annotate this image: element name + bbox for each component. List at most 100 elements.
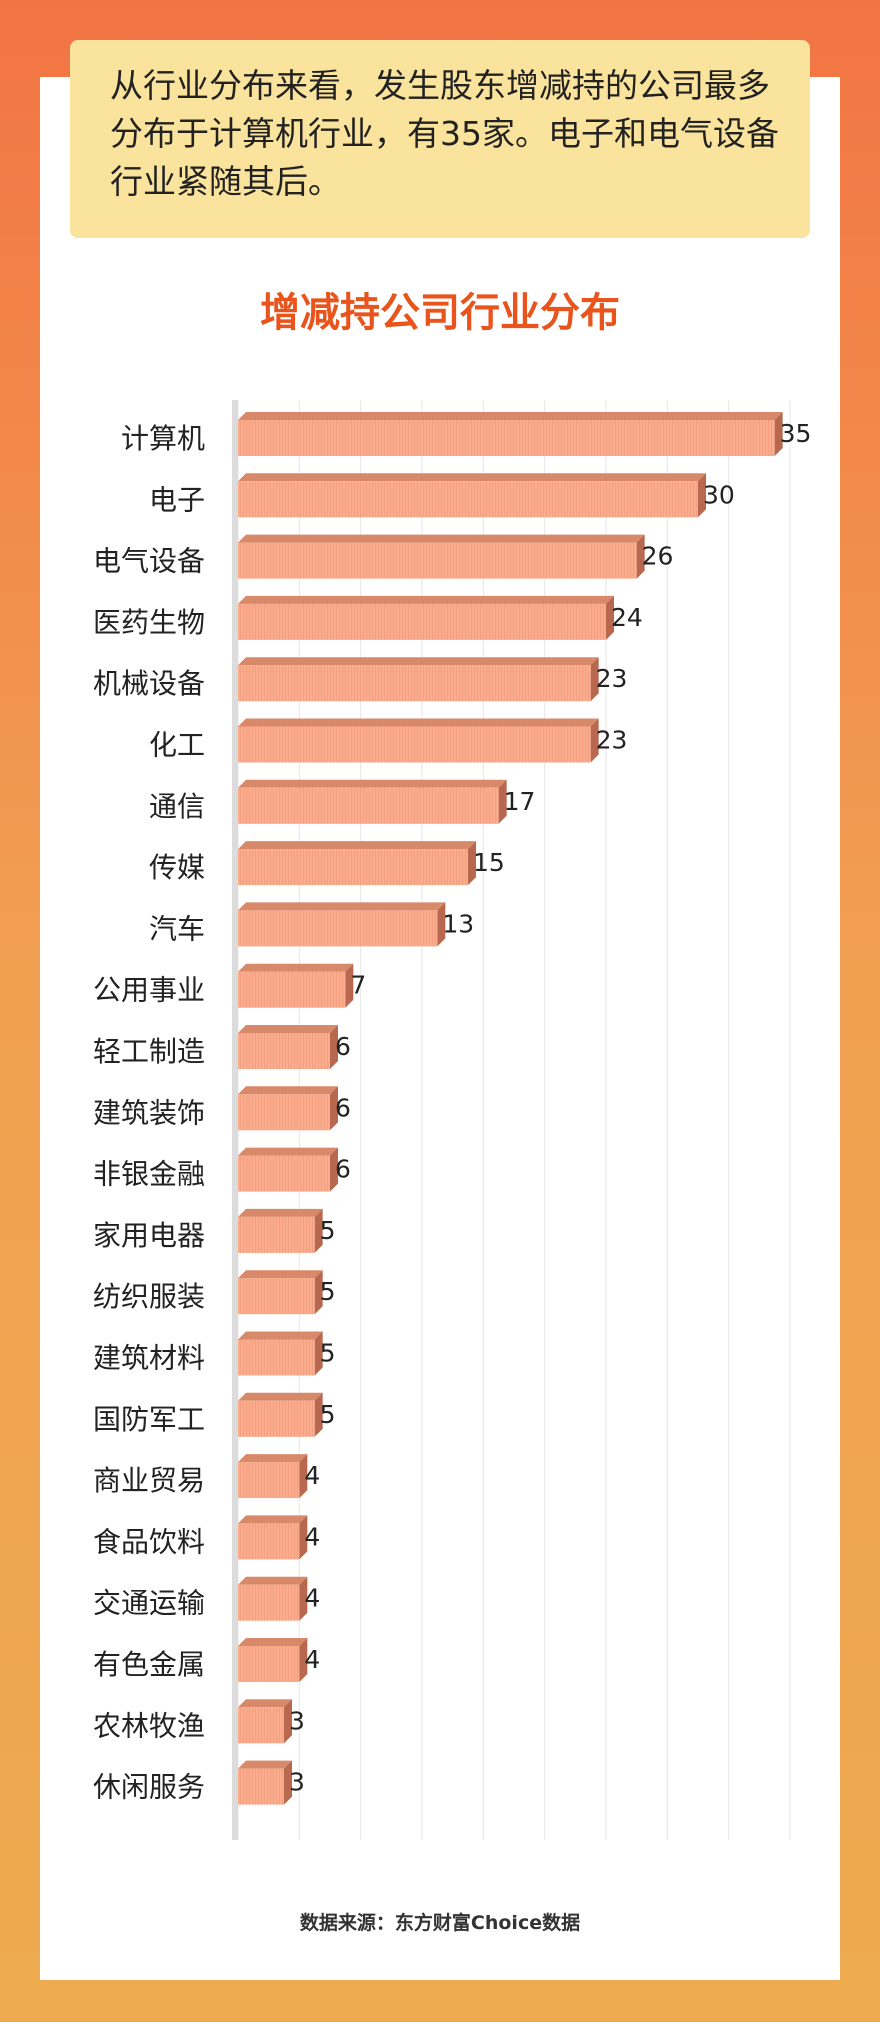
bar-side [284,1699,292,1744]
bar-side [314,1392,323,1437]
bar [238,849,468,886]
chart-wall [232,400,238,1840]
bar-top [238,902,446,911]
bar [238,1646,300,1682]
value-label: 3 [289,1768,305,1797]
bar [238,665,591,702]
bar-top [238,1454,308,1463]
value-label: 15 [473,848,505,877]
value-label: 4 [304,1584,320,1613]
bar-top [238,1086,338,1095]
bar-side [437,902,446,947]
value-label: 7 [350,971,366,1000]
value-label: 4 [304,1645,320,1674]
bar-top [238,718,599,727]
bar [238,1707,284,1744]
value-label: 5 [320,1400,336,1429]
category-label: 农林牧渔 [93,1709,205,1742]
bar [238,1523,300,1560]
bar [238,1216,315,1253]
value-label: 5 [320,1216,336,1245]
category-label: 商业贸易 [93,1464,205,1497]
summary-text: 从行业分布来看，发生股东增减持的公司最多分布于计算机行业，有35家。电子和电气设… [110,66,779,201]
bar [238,971,346,1008]
bar [238,1339,315,1376]
bar-side [498,779,507,824]
bar-top [238,1331,323,1340]
bar [238,1278,315,1315]
bar-top [238,1760,292,1769]
bar-side [314,1331,323,1376]
value-label: 5 [320,1277,336,1306]
bar-top [238,1576,308,1585]
value-label: 35 [780,419,812,448]
bar-side [590,718,599,763]
bar [238,910,438,947]
category-label: 休闲服务 [93,1771,205,1804]
bar-top [238,412,783,420]
bar [238,1584,300,1621]
bar [238,1094,330,1131]
bar-side [636,534,645,579]
category-label: 轻工制造 [93,1035,205,1068]
summary-note: 从行业分布来看，发生股东增减持的公司最多分布于计算机行业，有35家。电子和电气设… [70,40,810,238]
bar-side [299,1454,308,1499]
category-label: 通信 [149,790,205,823]
bar-top [238,1515,308,1524]
bar-top [238,1208,323,1217]
category-label: 家用电器 [93,1219,205,1252]
bar-top [238,841,476,850]
bar-top [238,473,706,482]
bar [238,1033,330,1069]
bar-side [299,1638,308,1682]
bar-side [468,841,476,886]
bar [238,787,499,824]
bar [238,542,637,579]
category-label: 建筑装饰 [93,1096,205,1129]
category-label: 医药生物 [93,606,205,639]
category-label: 机械设备 [93,667,205,700]
category-label: 纺织服装 [93,1280,205,1313]
bar-top [238,1699,292,1708]
bar [238,1768,284,1805]
bar-top [238,779,507,788]
category-label: 化工 [149,729,205,762]
value-label: 6 [335,1155,351,1184]
bar-side [314,1270,323,1315]
bar-side [330,1086,338,1131]
category-label: 有色金属 [93,1648,205,1681]
bar-top [238,1270,323,1279]
data-source: 数据来源：东方财富Choice数据 [299,1912,581,1934]
bar [238,420,775,456]
value-label: 6 [335,1032,351,1061]
value-label: 23 [596,664,628,693]
bar-side [698,473,706,518]
bar-top [238,963,354,972]
value-label: 30 [703,480,735,509]
bar-top [238,534,645,543]
value-label: 23 [596,726,628,755]
bar-top [238,657,599,666]
bar-side [590,657,599,702]
bar-side [299,1515,308,1560]
bar-side [330,1147,338,1192]
category-label: 电气设备 [93,545,205,578]
value-label: 13 [442,909,474,938]
value-label: 3 [289,1706,305,1735]
category-label: 非银金融 [93,1158,205,1191]
value-label: 26 [642,542,674,571]
value-label: 17 [504,787,536,816]
bar-side [330,1025,338,1069]
bar [238,603,606,640]
bar-side [606,595,614,640]
bar-top [238,1147,338,1156]
bar [238,1462,300,1499]
bar [238,1155,330,1192]
category-label: 传媒 [149,851,205,884]
bar [238,1400,315,1437]
bar-top [238,595,614,604]
category-label: 国防军工 [93,1403,205,1436]
category-label: 交通运输 [93,1587,205,1620]
bar [238,481,698,518]
